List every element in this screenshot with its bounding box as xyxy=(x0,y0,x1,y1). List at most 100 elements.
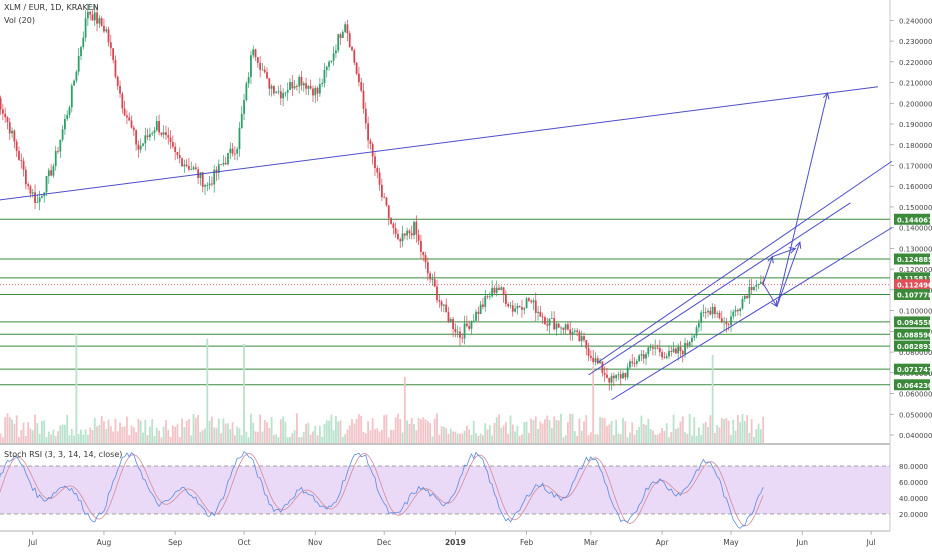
volume-bar xyxy=(295,413,298,443)
candle-body xyxy=(635,361,638,364)
volume-bar xyxy=(567,422,569,443)
candle-body xyxy=(293,86,296,89)
candle-body xyxy=(532,300,535,303)
volume-bar xyxy=(50,434,53,443)
candle-body xyxy=(567,324,569,330)
candle-body xyxy=(410,233,413,236)
candle-body xyxy=(291,82,294,89)
volume-bar xyxy=(82,434,85,443)
volume-bar xyxy=(688,413,691,443)
candle-body xyxy=(369,140,372,144)
candle-body xyxy=(135,130,138,145)
candle-body xyxy=(82,37,85,48)
candle-body xyxy=(757,283,760,285)
volume-bar xyxy=(183,427,186,443)
candle-body xyxy=(521,307,523,310)
volume-bar xyxy=(408,423,411,443)
candle-body xyxy=(736,310,739,312)
candle-body xyxy=(677,346,680,354)
volume-bar xyxy=(54,436,57,443)
candle-body xyxy=(629,361,631,368)
volume-bar xyxy=(89,427,92,443)
volume-bar xyxy=(557,420,560,443)
candle-body xyxy=(534,300,537,313)
volume-bar xyxy=(661,427,663,443)
volume-bar xyxy=(468,429,471,443)
volume-bar xyxy=(374,429,376,443)
volume-bar xyxy=(599,417,601,443)
x-tick-label: Aug xyxy=(97,538,112,547)
volume-bar xyxy=(93,417,96,443)
volume-bar xyxy=(266,422,268,443)
price-badge: 0.115813 xyxy=(894,272,932,284)
candle-body xyxy=(323,69,326,84)
price-badge-label: 0.107778 xyxy=(897,291,932,299)
channel-line xyxy=(611,227,893,401)
candle-body xyxy=(224,162,227,165)
volume-bar xyxy=(734,430,737,443)
volume-bar xyxy=(720,418,723,443)
volume-bar xyxy=(337,421,340,443)
candle-body xyxy=(500,287,503,291)
candle-body xyxy=(670,350,673,352)
candle-body xyxy=(47,170,50,177)
candle-body xyxy=(252,49,255,56)
candle-body xyxy=(100,18,103,26)
candle-body xyxy=(741,299,744,309)
candle-body xyxy=(222,162,225,165)
candle-body xyxy=(380,184,383,198)
volume-bar xyxy=(109,426,112,443)
candle-body xyxy=(550,318,553,319)
candle-body xyxy=(638,355,641,362)
x-tick-label: Mar xyxy=(584,538,599,547)
volume-bar xyxy=(192,414,195,443)
candle-body xyxy=(112,48,115,60)
volume-bar xyxy=(725,418,728,443)
candle-body xyxy=(153,130,156,134)
candle-body xyxy=(569,329,572,335)
volume-bar xyxy=(273,435,275,443)
y-tick-label: 0.230000 xyxy=(899,38,932,46)
rsi-tick-label: 40.0000 xyxy=(899,495,928,503)
long-trendline xyxy=(0,86,879,201)
candle-body xyxy=(514,308,516,312)
volume-bar xyxy=(399,419,402,443)
x-tick-label: Jul xyxy=(866,538,876,547)
candle-body xyxy=(27,184,30,187)
volume-bar xyxy=(20,430,23,443)
volume-bar xyxy=(546,415,549,443)
candle-body xyxy=(686,343,689,346)
volume-bar xyxy=(378,431,381,443)
volume-bar xyxy=(638,427,641,443)
volume-bar xyxy=(438,434,441,443)
price-badge-label: 0.144067 xyxy=(897,216,932,224)
volume-bar xyxy=(245,431,248,443)
candle-body xyxy=(454,328,457,333)
x-tick-label: Feb xyxy=(520,538,534,547)
volume-bar xyxy=(516,425,519,443)
rsi-tick-label: 80.0000 xyxy=(899,463,928,471)
stoch-rsi-k-line xyxy=(0,450,764,529)
volume-bar xyxy=(119,422,121,443)
volume-bar xyxy=(247,437,250,443)
volume-bar xyxy=(277,437,280,443)
volume-bar xyxy=(190,435,193,443)
candle-body xyxy=(107,29,110,43)
candle-body xyxy=(482,304,484,307)
candle-body xyxy=(527,298,530,301)
volume-bar xyxy=(723,419,726,443)
candle-body xyxy=(718,312,721,319)
candle-body xyxy=(472,320,475,322)
volume-bar xyxy=(748,433,751,443)
volume-bar xyxy=(351,419,353,443)
volume-bar xyxy=(442,426,445,443)
candle-body xyxy=(408,230,411,234)
candle-body xyxy=(571,331,574,335)
candle-body xyxy=(562,327,565,330)
symbol-title: XLM / EUR, 1D, KRAKEN xyxy=(4,3,99,12)
volume-bar xyxy=(211,416,213,443)
candle-body xyxy=(491,287,494,297)
